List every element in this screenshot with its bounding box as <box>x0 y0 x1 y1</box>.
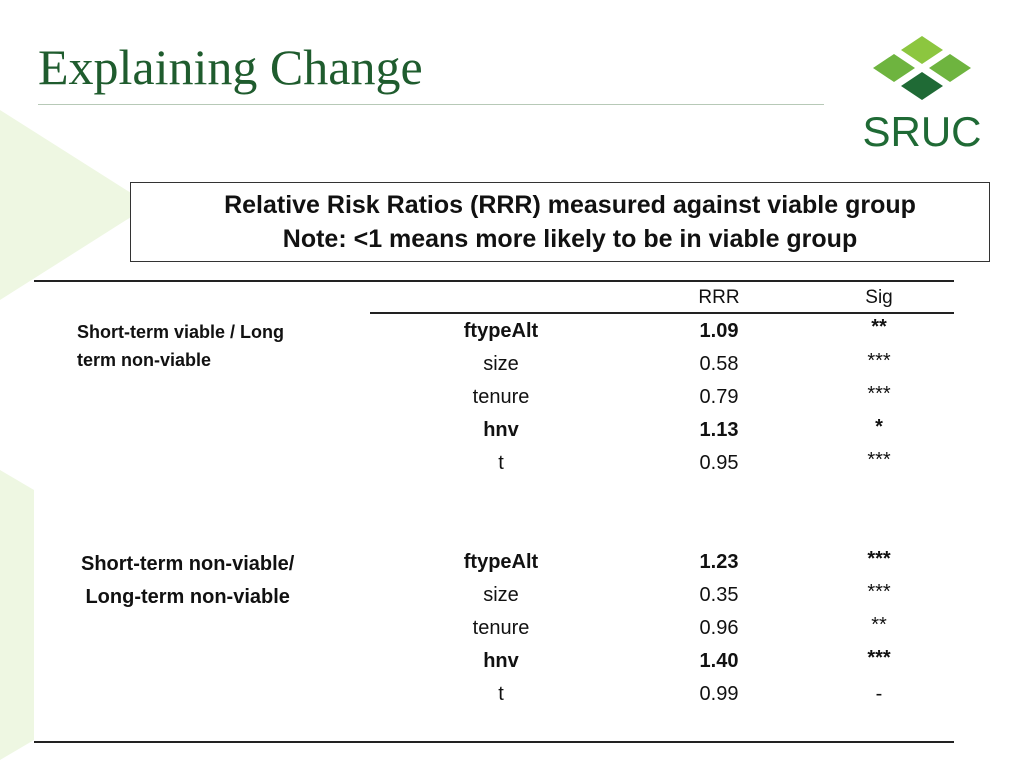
table-row-variable: size <box>483 353 519 375</box>
logo-text: SRUC <box>862 108 982 155</box>
table-row-variable: ftypeAlt <box>463 320 539 342</box>
group-label-1-line2: term non-viable <box>77 350 212 370</box>
table-row-variable: hnv <box>483 650 519 672</box>
table-row-variable: tenure <box>472 617 530 639</box>
note-subheading: Note: <1 means more likely to be in viab… <box>282 225 858 253</box>
table-row-sig: *** <box>867 383 891 405</box>
table-row-rrr: 1.13 <box>699 419 739 441</box>
table-row-sig: ** <box>871 614 887 636</box>
table-row-sig: *** <box>867 350 891 372</box>
table-row-variable: t <box>498 683 504 705</box>
table-row-variable: hnv <box>483 419 519 441</box>
note-heading: Relative Risk Ratios (RRR) measured agai… <box>224 191 916 219</box>
table-row-variable: t <box>498 452 504 474</box>
table-row-rrr: 1.23 <box>699 551 739 573</box>
table-row-variable: tenure <box>472 386 530 408</box>
table-row-rrr: 0.35 <box>699 584 739 606</box>
table-row-sig: *** <box>867 449 891 471</box>
table-row-sig: - <box>875 683 883 705</box>
group-label-2: Short-term non-viable/ Long-term non-via… <box>81 548 294 614</box>
group-label-2-line2: Long-term non-viable <box>85 586 290 608</box>
table-header-rule <box>370 312 954 314</box>
table-row-rrr: 0.58 <box>699 353 739 375</box>
table-row-rrr: 0.96 <box>699 617 739 639</box>
group-label-2-line1: Short-term non-viable/ <box>81 553 295 575</box>
table-row-sig: *** <box>867 548 891 570</box>
column-header-rrr: RRR <box>698 287 740 308</box>
table-row-rrr: 0.99 <box>699 683 739 705</box>
table-row-rrr: 0.79 <box>699 386 739 408</box>
table-row-rrr: 0.95 <box>699 452 739 474</box>
table-bottom-rule <box>34 741 954 743</box>
page-title: Explaining Change <box>38 39 423 95</box>
group-label-1: Short-term viable / Long term non-viable <box>77 318 284 374</box>
table-row-sig: * <box>875 416 883 438</box>
table-row-rrr: 1.40 <box>699 650 739 672</box>
group-label-1-line1: Short-term viable / Long <box>77 322 285 342</box>
column-header-sig: Sig <box>865 287 893 308</box>
title-divider <box>38 104 824 105</box>
table-row-sig: ** <box>871 316 887 338</box>
sruc-logo-icon <box>873 36 971 100</box>
table-top-rule <box>34 280 954 282</box>
table-row-variable: size <box>483 584 519 606</box>
table-row-variable: ftypeAlt <box>463 551 539 573</box>
note-box: Relative Risk Ratios (RRR) measured agai… <box>130 182 990 262</box>
table-row-sig: *** <box>867 647 891 669</box>
table-row-rrr: 1.09 <box>699 320 739 342</box>
table-row-sig: *** <box>867 581 891 603</box>
